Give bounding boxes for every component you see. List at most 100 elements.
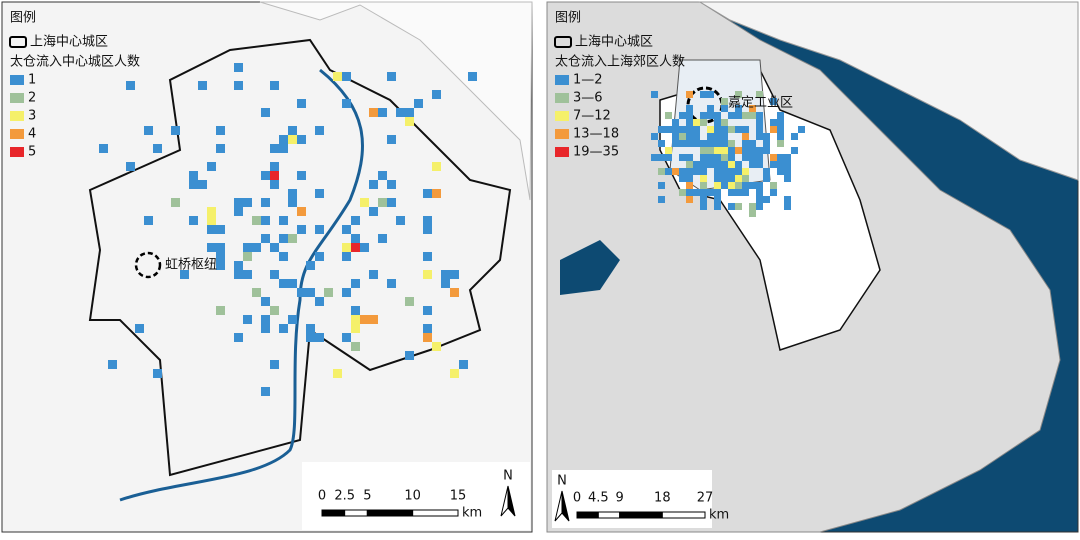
- grid-cell: [243, 315, 252, 324]
- grid-cell: [784, 175, 791, 182]
- grid-cell: [207, 243, 216, 252]
- grid-cell: [735, 126, 742, 133]
- north-land: [698, 1, 1079, 181]
- grid-cell: [714, 161, 721, 168]
- grid-cell: [658, 126, 665, 133]
- grid-cell: [749, 112, 756, 119]
- grid-cell: [756, 196, 763, 203]
- grid-cell: [721, 168, 728, 175]
- grid-cell: [749, 140, 756, 147]
- grid-cell: [261, 108, 270, 117]
- grid-cell: [216, 144, 225, 153]
- grid-cell: [721, 154, 728, 161]
- grid-cell: [700, 175, 707, 182]
- grid-cell: [756, 182, 763, 189]
- grid-cell: [672, 119, 679, 126]
- grid-cell: [216, 306, 225, 315]
- grid-cell: [700, 168, 707, 175]
- grid-cell: [315, 225, 324, 234]
- grid-cell: [342, 243, 351, 252]
- grid-cell: [288, 279, 297, 288]
- grid-cell: [679, 175, 686, 182]
- grid-cell: [693, 140, 700, 147]
- grid-cell: [261, 297, 270, 306]
- grid-cell: [784, 196, 791, 203]
- grid-cell: [234, 333, 243, 342]
- north-label: N: [557, 474, 567, 489]
- grid-cell: [686, 112, 693, 119]
- boundary-icon: [554, 36, 572, 48]
- scale-segment: [344, 509, 368, 517]
- grid-cell: [261, 315, 270, 324]
- grid-cell: [707, 147, 714, 154]
- grid-cell: [234, 198, 243, 207]
- grid-cell: [714, 189, 721, 196]
- grid-cell: [693, 161, 700, 168]
- grid-cell: [387, 72, 396, 81]
- grid-cell: [686, 175, 693, 182]
- legend-swatch: [555, 111, 569, 121]
- grid-cell: [342, 225, 351, 234]
- grid-cell: [756, 154, 763, 161]
- grid-cell: [665, 154, 672, 161]
- grid-cell: [414, 99, 423, 108]
- north-arrow: [507, 485, 516, 517]
- grid-cell: [735, 91, 742, 98]
- annotation: 嘉定工业区: [728, 96, 793, 111]
- scale-tick-label: 15: [450, 489, 467, 504]
- grid-cell: [777, 119, 784, 126]
- scale-segment: [576, 511, 599, 519]
- grid-cell: [749, 105, 756, 112]
- grid-cell: [270, 180, 279, 189]
- grid-cell: [405, 117, 414, 126]
- grid-cell: [306, 261, 315, 270]
- grid-cell: [450, 270, 459, 279]
- grid-cell: [679, 168, 686, 175]
- grid-cell: [679, 112, 686, 119]
- grid-cell: [714, 140, 721, 147]
- grid-cell: [665, 168, 672, 175]
- grid-cell: [693, 119, 700, 126]
- grid-cell: [243, 198, 252, 207]
- grid-cell: [207, 216, 216, 225]
- annotation: 虹桥枢纽: [165, 258, 217, 273]
- grid-cell: [763, 175, 770, 182]
- grid-cell: [378, 171, 387, 180]
- grid-cell: [297, 225, 306, 234]
- grid-cell: [369, 180, 378, 189]
- grid-cell: [297, 171, 306, 180]
- grid-cell: [700, 91, 707, 98]
- grid-cell: [693, 126, 700, 133]
- grid-cell: [351, 216, 360, 225]
- grid-cell: [777, 168, 784, 175]
- grid-cell: [707, 91, 714, 98]
- grid-cell: [423, 189, 432, 198]
- grid-cell: [315, 333, 324, 342]
- scale-segment: [412, 509, 459, 517]
- grid-cell: [798, 126, 805, 133]
- grid-cell: [784, 168, 791, 175]
- grid-cell: [207, 162, 216, 171]
- grid-cell: [333, 369, 342, 378]
- grid-cell: [728, 140, 735, 147]
- grid-cell: [189, 216, 198, 225]
- grid-cell: [261, 324, 270, 333]
- grid-cell: [742, 175, 749, 182]
- grid-cell: [749, 147, 756, 154]
- grid-cell: [777, 140, 784, 147]
- grid-cell: [700, 147, 707, 154]
- grid-cell: [749, 161, 756, 168]
- grid-cell: [742, 182, 749, 189]
- grid-cell: [369, 315, 378, 324]
- legend-label: 13—18: [573, 127, 619, 142]
- grid-cell: [714, 182, 721, 189]
- grid-cell: [700, 119, 707, 126]
- grid-cell: [742, 140, 749, 147]
- grid-cell: [369, 108, 378, 117]
- grid-cell: [749, 210, 756, 217]
- grid-cell: [679, 154, 686, 161]
- grid-cell: [791, 133, 798, 140]
- legend-subtitle: 太仓流入上海郊区人数: [555, 54, 685, 70]
- grid-cell: [189, 180, 198, 189]
- grid-cell: [735, 182, 742, 189]
